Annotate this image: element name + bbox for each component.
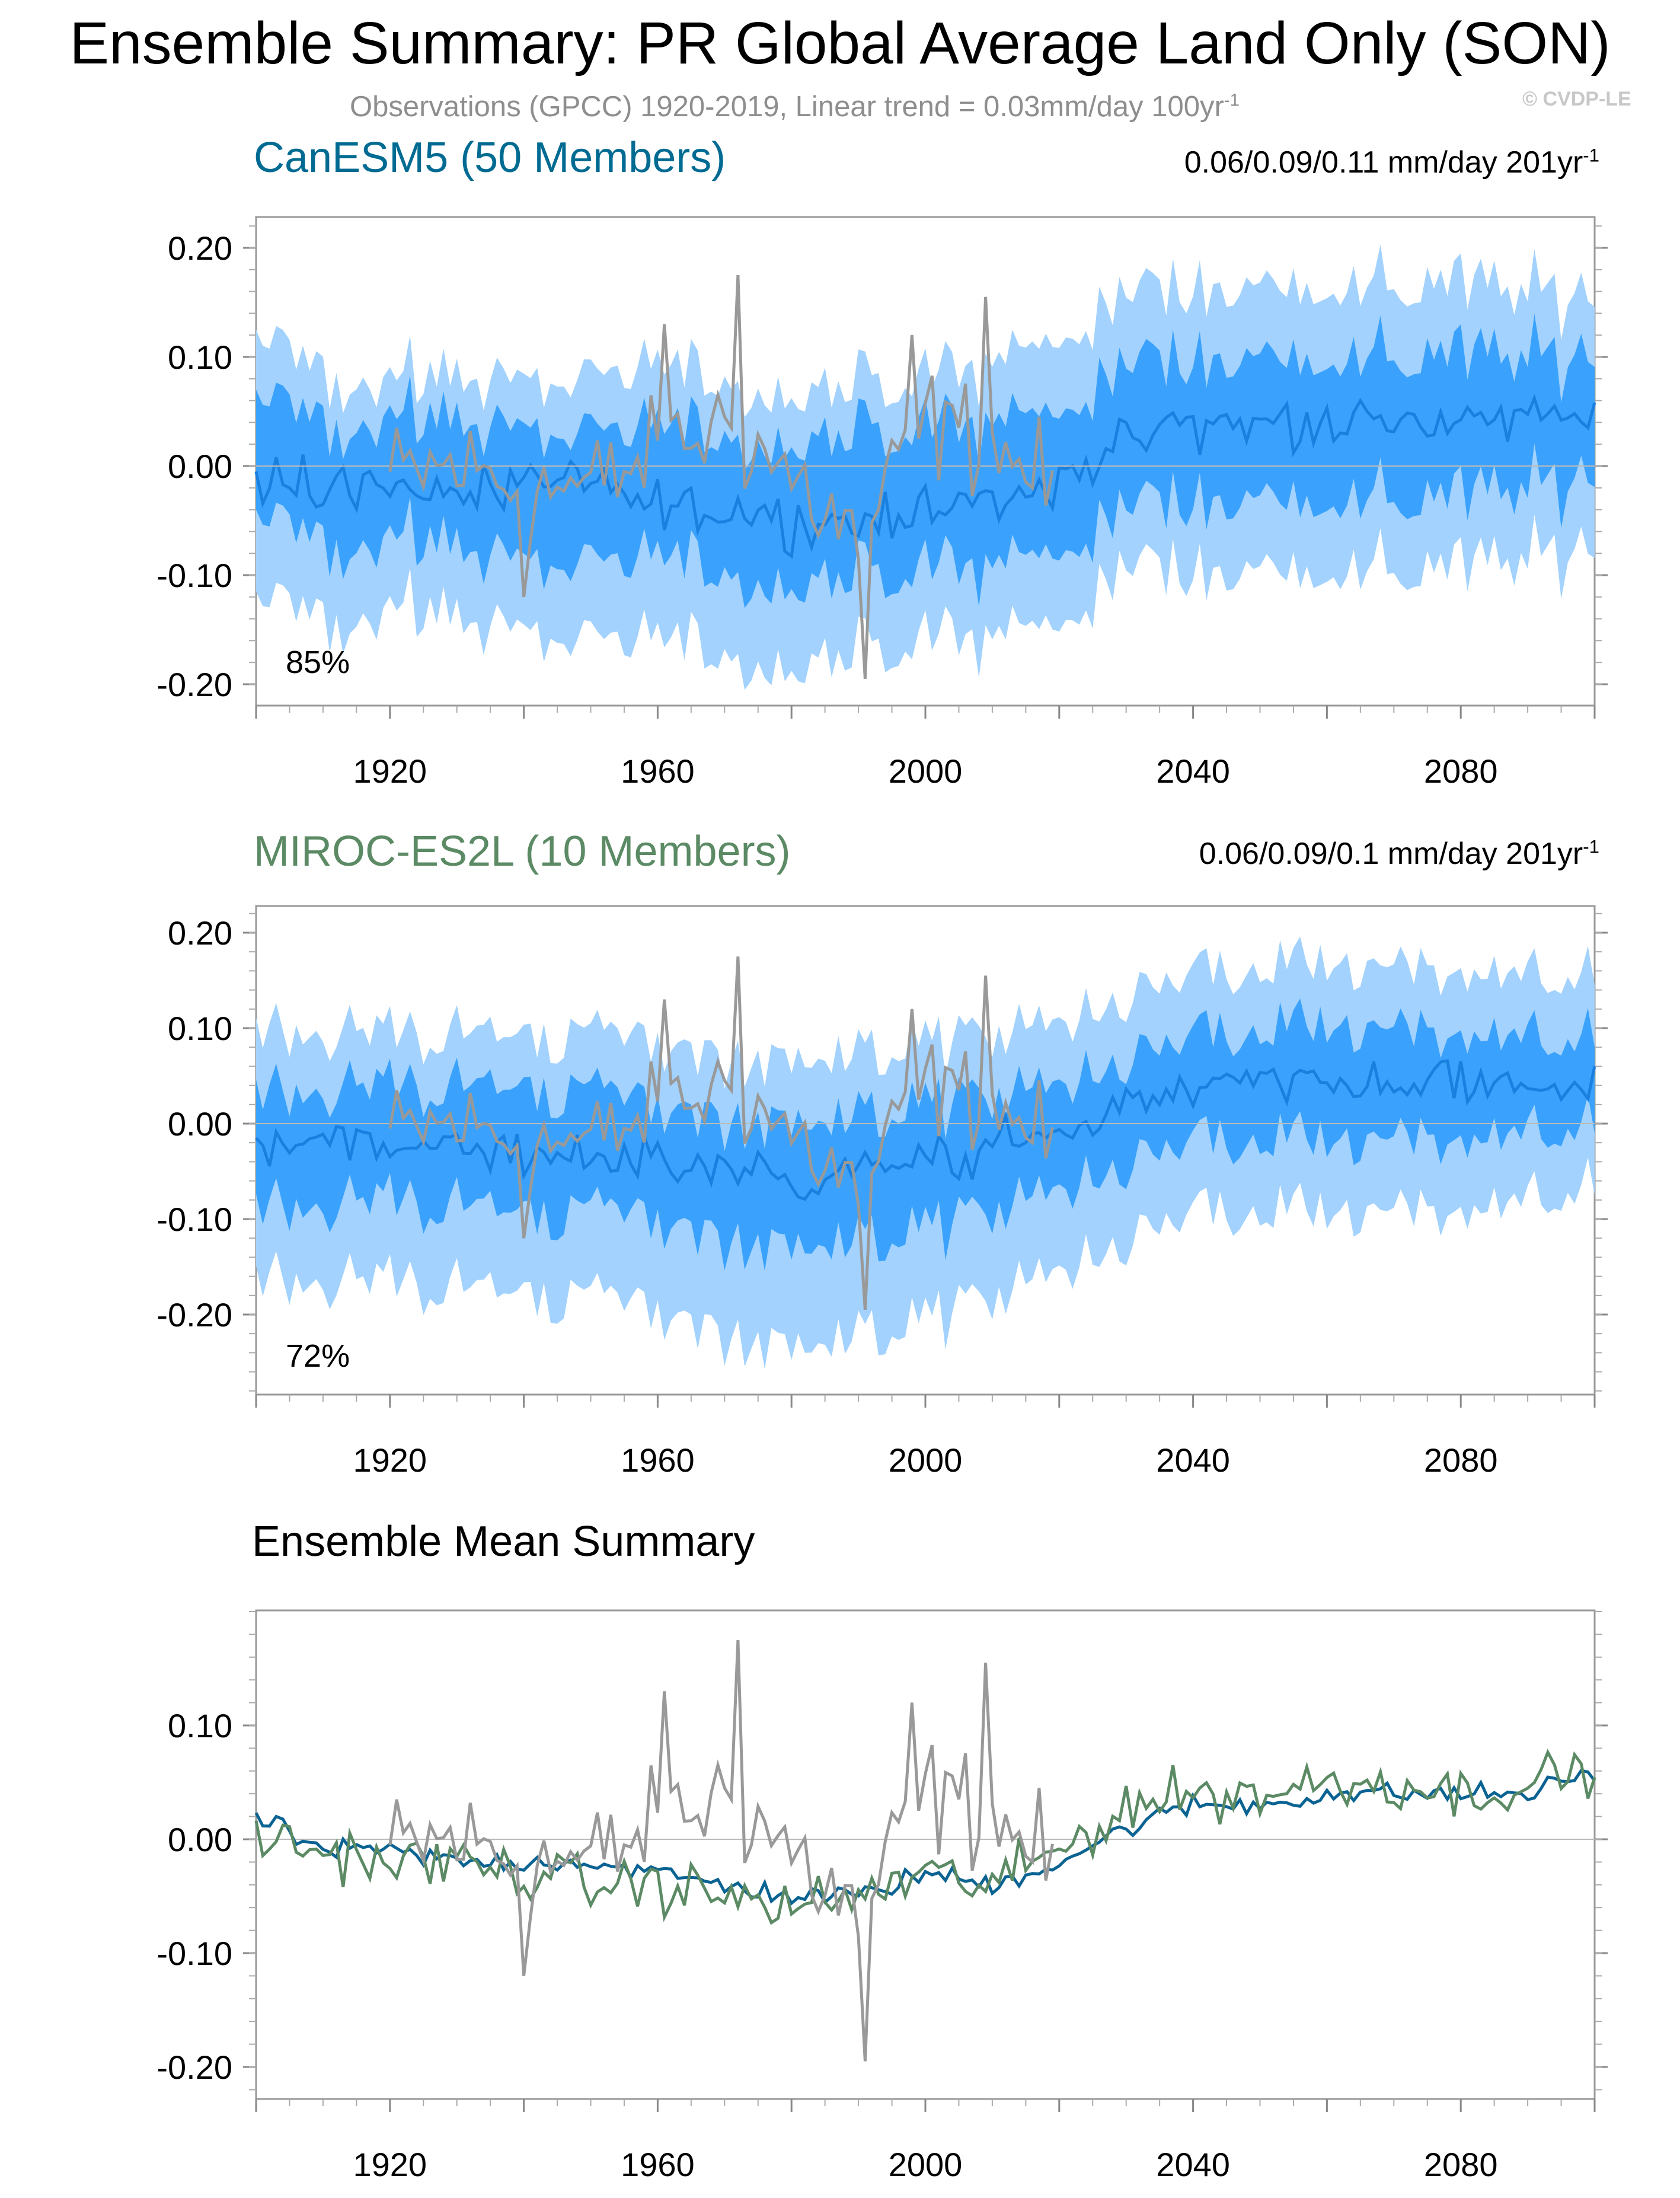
- observations-subtitle: Observations (GPCC) 1920-2019, Linear tr…: [350, 90, 1240, 123]
- x-tick-label: 1920: [353, 752, 427, 790]
- x-tick-label: 1960: [621, 2146, 695, 2183]
- x-tick-label: 1920: [353, 2146, 427, 2183]
- x-tick-label: 2080: [1424, 752, 1498, 790]
- y-tick-label: 0.10: [168, 1707, 232, 1744]
- y-tick-label: 0.00: [168, 1105, 232, 1143]
- x-tick-label: 2000: [889, 1441, 963, 1479]
- ensemble-mean-panel-title: Ensemble Mean Summary: [252, 1518, 755, 1565]
- x-tick-label: 2000: [889, 2146, 963, 2183]
- y-tick-label: -0.20: [156, 2049, 232, 2086]
- y-tick-label: -0.20: [156, 1296, 232, 1334]
- x-tick-label: 1960: [621, 1441, 695, 1479]
- observations-line-2: [388, 1639, 1054, 2062]
- y-tick-label: 0.20: [168, 914, 232, 952]
- inner-spread-band-0: [256, 314, 1595, 608]
- canesm5-mean-line: [254, 1769, 1596, 1906]
- observations-line-0: [388, 275, 1054, 679]
- miroc-mean-line: [254, 1749, 1596, 1925]
- x-tick-label: 2040: [1156, 2146, 1230, 2183]
- miroc-panel-title: MIROC-ES2L (10 Members): [254, 828, 791, 875]
- main-title: Ensemble Summary: PR Global Average Land…: [69, 10, 1611, 76]
- y-tick-label: -0.10: [156, 557, 232, 594]
- y-tick-label: 0.00: [168, 448, 232, 485]
- y-tick-label: 0.10: [168, 1010, 232, 1047]
- y-tick-label: -0.20: [156, 666, 232, 703]
- miroc-percent-label: 72%: [286, 1338, 350, 1374]
- y-tick-label: 0.10: [168, 339, 232, 376]
- y-tick-label: 0.00: [168, 1821, 232, 1858]
- canesm5-trend-label: 0.06/0.09/0.11 mm/day 201yr-1: [1184, 145, 1599, 180]
- ensemble-mean-line-0: [254, 394, 1596, 559]
- y-tick-label: -0.10: [156, 1935, 232, 1972]
- canesm5-percent-label: 85%: [286, 645, 350, 680]
- x-tick-label: 1920: [353, 1441, 427, 1479]
- x-tick-label: 2040: [1156, 752, 1230, 790]
- x-tick-label: 2080: [1424, 2146, 1498, 2183]
- x-tick-label: 2080: [1424, 1441, 1498, 1479]
- x-tick-label: 2000: [889, 752, 963, 790]
- copyright-watermark: © CVDP-LE: [1522, 88, 1631, 110]
- y-tick-label: -0.10: [156, 1201, 232, 1238]
- miroc-trend-label: 0.06/0.09/0.1 mm/day 201yr-1: [1199, 836, 1599, 871]
- ensemble-mean-line-1: [255, 1059, 1596, 1201]
- canesm5-panel-title: CanESM5 (50 Members): [254, 134, 726, 181]
- observations-line-1: [388, 956, 1054, 1310]
- y-tick-label: 0.20: [168, 229, 232, 267]
- inner-spread-band-1: [256, 998, 1595, 1271]
- x-tick-label: 1960: [621, 752, 695, 790]
- x-tick-label: 2040: [1156, 1441, 1230, 1479]
